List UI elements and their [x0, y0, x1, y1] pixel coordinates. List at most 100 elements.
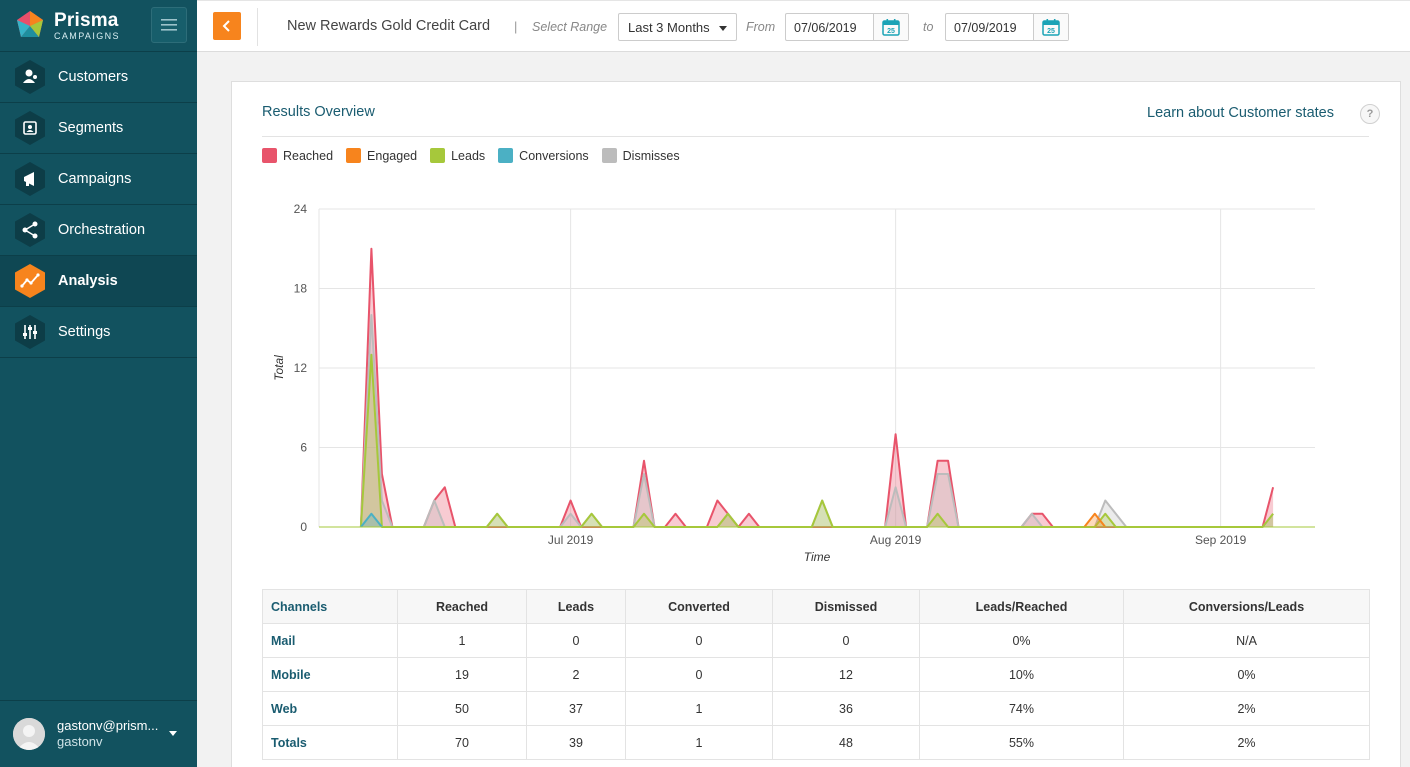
nav-item-orchestration[interactable]: Orchestration	[0, 205, 197, 256]
table-cell: 70	[397, 725, 527, 760]
brand-name: Prisma	[54, 9, 119, 31]
y-tick-label: 6	[300, 441, 307, 455]
legend-swatch	[262, 148, 277, 163]
legend-item-conversions[interactable]: Conversions	[498, 148, 589, 163]
series-line-dismisses	[359, 314, 1274, 528]
range-label: Select Range	[532, 20, 608, 34]
table-cell: 0	[526, 623, 626, 658]
y-axis-title: Total	[272, 355, 286, 381]
chevron-left-icon	[222, 20, 230, 32]
results-overview-title: Results Overview	[262, 104, 375, 120]
table-cell: 48	[772, 725, 920, 760]
nav-item-campaigns[interactable]: Campaigns	[0, 154, 197, 205]
avatar	[13, 718, 45, 750]
caret-down-icon	[719, 26, 727, 31]
series-line-reached	[359, 247, 1275, 528]
col-header-leads-reached: Leads/Reached	[919, 589, 1124, 624]
x-tick-label: Aug 2019	[870, 533, 922, 547]
table-row: Mobile 19 2 0 12 10% 0%	[262, 657, 1370, 692]
legend-label: Leads	[451, 148, 486, 163]
series-area-reached	[360, 248, 1274, 528]
channel-name: Totals	[262, 725, 398, 760]
nav-item-settings[interactable]: Settings	[0, 307, 197, 358]
caret-down-icon[interactable]	[169, 731, 177, 736]
table-cell: 19	[397, 657, 527, 692]
table-row: Totals 70 39 1 48 55% 2%	[262, 725, 1370, 760]
analysis-icon	[12, 263, 48, 299]
table-cell: 2%	[1123, 691, 1370, 726]
from-date-input[interactable]: 07/06/2019 25	[785, 13, 909, 41]
help-icon[interactable]: ?	[1360, 104, 1380, 124]
prisma-logo-icon	[17, 10, 43, 37]
legend-label: Engaged	[367, 148, 418, 163]
share-icon	[12, 212, 48, 248]
user-menu[interactable]: gastonv@prism... gastonv	[0, 700, 197, 767]
legend-item-reached[interactable]: Reached	[262, 148, 333, 163]
table-header-row: Channels Reached Leads Converted Dismiss…	[262, 589, 1370, 624]
to-date-input[interactable]: 07/09/2019 25	[945, 13, 1069, 41]
sliders-icon	[12, 314, 48, 350]
col-header-converted: Converted	[625, 589, 773, 624]
legend-label: Reached	[283, 148, 334, 163]
table-cell: 1	[397, 623, 527, 658]
legend-swatch	[498, 148, 514, 163]
nav-item-customers[interactable]: Customers	[0, 52, 197, 103]
table-cell: 37	[526, 691, 626, 726]
channel-name: Mobile	[262, 657, 398, 692]
y-tick-label: 18	[294, 282, 308, 296]
from-date-value: 07/06/2019	[794, 21, 857, 35]
table-cell: 50	[397, 691, 527, 726]
chart-legend: Reached Engaged Leads Conversions Dismis…	[262, 148, 693, 163]
from-label: From	[746, 20, 776, 34]
range-select[interactable]: Last 3 Months	[618, 13, 737, 41]
nav-label-analysis: Analysis	[58, 273, 118, 289]
sidebar: Prisma CAMPAIGNS Customers Segments Camp…	[0, 0, 197, 767]
legend-label: Dismisses	[622, 148, 680, 163]
table-cell: 74%	[919, 691, 1124, 726]
table-cell: 1	[625, 725, 773, 760]
series-line-leads	[359, 353, 1274, 528]
series-area-conversions	[360, 513, 382, 527]
channels-table: Channels Reached Leads Converted Dismiss…	[262, 589, 1370, 760]
to-label: to	[923, 20, 934, 34]
nav-label-customers: Customers	[58, 69, 129, 85]
legend-swatch	[430, 148, 446, 163]
nav-item-analysis[interactable]: Analysis	[0, 256, 197, 307]
table-cell: 2%	[1123, 725, 1370, 760]
range-select-value: Last 3 Months	[628, 20, 710, 35]
results-card: Results Overview Learn about Customer st…	[231, 81, 1401, 767]
col-header-dismissed: Dismissed	[772, 589, 920, 624]
topbar: New Rewards Gold Credit Card | Select Ra…	[197, 0, 1410, 52]
customers-icon	[12, 59, 48, 95]
legend-item-dismisses[interactable]: Dismisses	[601, 148, 680, 163]
nav-label-settings: Settings	[58, 324, 111, 340]
user-icon	[13, 718, 45, 750]
hamburger-icon	[161, 19, 177, 31]
to-date-value: 07/09/2019	[954, 21, 1017, 35]
brand-subtitle: CAMPAIGNS	[54, 30, 120, 41]
x-axis-title: Time	[804, 550, 831, 564]
back-button[interactable]	[213, 12, 241, 40]
nav-item-segments[interactable]: Segments	[0, 103, 197, 154]
table-row: Mail 1 0 0 0 0% N/A	[262, 623, 1370, 658]
nav-label-campaigns: Campaigns	[58, 171, 132, 187]
user-name: gastonv	[57, 734, 103, 749]
segments-icon	[12, 110, 48, 146]
legend-item-engaged[interactable]: Engaged	[346, 148, 417, 163]
legend-swatch	[601, 148, 617, 163]
series-area-leads	[360, 354, 1274, 527]
menu-toggle-button[interactable]	[151, 7, 187, 43]
svg-text:25: 25	[1047, 28, 1055, 35]
megaphone-icon	[12, 161, 48, 197]
calendar-icon[interactable]: 25	[873, 14, 908, 40]
x-tick-label: Jul 2019	[548, 533, 594, 547]
table-cell: N/A	[1123, 623, 1370, 658]
user-email: gastonv@prism...	[57, 717, 159, 733]
title-separator: |	[514, 19, 518, 34]
learn-customer-states-link[interactable]: Learn about Customer states	[1147, 105, 1334, 121]
brand[interactable]: Prisma CAMPAIGNS	[0, 0, 197, 52]
series-line-conversions	[360, 512, 383, 528]
calendar-icon[interactable]: 25	[1033, 14, 1068, 40]
legend-item-leads[interactable]: Leads	[430, 148, 485, 163]
table-cell: 0	[772, 623, 920, 658]
